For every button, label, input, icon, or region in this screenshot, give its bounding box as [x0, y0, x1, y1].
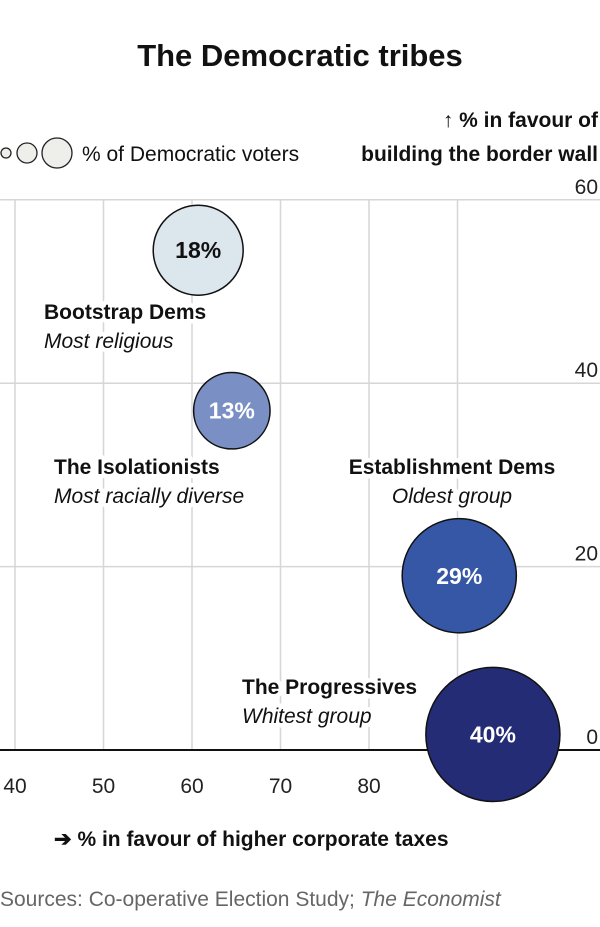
bubble: 13%	[192, 371, 271, 450]
y-tick-label: 20	[575, 543, 598, 566]
group-note-label: Oldest group	[392, 485, 512, 508]
legend-circle-small	[0, 147, 12, 159]
group-name-label: The Isolationists	[54, 456, 220, 479]
group-name-label: Bootstrap Dems	[44, 301, 206, 324]
x-tick-labels: 40 50 60 70 80	[3, 775, 380, 798]
source-note: Sources: Co-operative Election Study; Th…	[0, 888, 502, 911]
bubble-size-label: 13%	[209, 398, 255, 424]
x-tick-label: 80	[357, 775, 380, 798]
bubble: 29%	[401, 517, 518, 634]
bubbles: 18% 13% 29% 40%	[152, 204, 561, 803]
size-legend: % of Democratic voters	[0, 137, 299, 169]
y-axis-title-line1: ↑ % in favour of	[443, 109, 599, 132]
x-tick-label: 40	[3, 775, 26, 798]
y-tick-label: 0	[586, 726, 598, 749]
bubble: 18%	[152, 204, 244, 296]
y-tick-labels: 0 20 40 60	[570, 171, 600, 753]
group-name-label: The Progressives	[242, 676, 417, 699]
x-axis-title: ➔ % in favour of higher corporate taxes	[54, 828, 449, 851]
bubble-circle	[425, 666, 561, 803]
y-axis-title: ↑ % in favour of building the border wal…	[361, 109, 599, 166]
chart-title: The Democratic tribes	[137, 38, 463, 73]
legend-circle-medium	[16, 142, 38, 164]
bubble-size-label: 29%	[436, 563, 482, 589]
legend-circle-large	[41, 137, 73, 169]
bubble-circle	[192, 371, 271, 450]
group-note-label: Most religious	[44, 330, 174, 353]
x-tick-label: 70	[269, 775, 292, 798]
x-tick-label: 60	[180, 775, 203, 798]
group-note-label: Most racially diverse	[54, 485, 244, 508]
bubble-size-label: 40%	[470, 721, 516, 747]
group-labels: Bootstrap Dems Most religious The Isolatio…	[40, 297, 560, 733]
bubble: 40%	[425, 666, 561, 803]
y-axis-title-line2: building the border wall	[361, 143, 598, 166]
bubble-circle	[401, 517, 518, 634]
y-tick-label: 60	[575, 176, 598, 199]
size-legend-label: % of Democratic voters	[82, 143, 299, 166]
group-name-label: Establishment Dems	[349, 456, 556, 479]
x-tick-label: 50	[92, 775, 115, 798]
y-tick-label: 40	[575, 359, 598, 382]
group-note-label: Whitest group	[242, 705, 372, 728]
bubble-size-label: 18%	[175, 237, 221, 263]
bubble-circle	[152, 204, 244, 296]
